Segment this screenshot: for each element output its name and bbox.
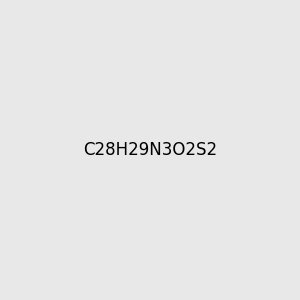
Text: C28H29N3O2S2: C28H29N3O2S2 bbox=[83, 141, 217, 159]
